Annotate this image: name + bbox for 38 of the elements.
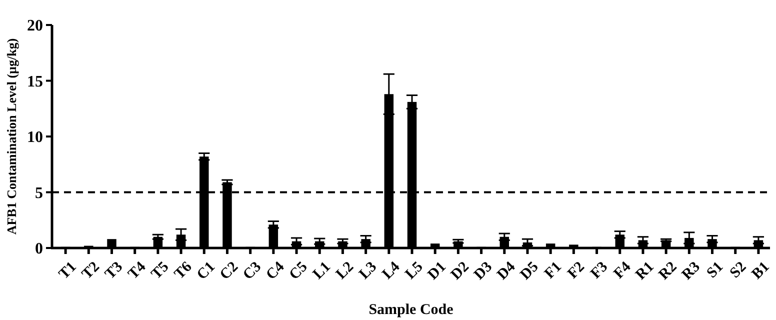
x-tick-label: L5 (402, 258, 426, 283)
x-axis-title: Sample Code (368, 302, 454, 318)
x-tick-label: C4 (263, 258, 288, 284)
x-tick-label: T1 (56, 258, 80, 283)
y-tick-label: 20 (27, 18, 43, 35)
x-tick-label: C1 (194, 258, 218, 284)
x-tick-label: F3 (588, 258, 612, 282)
y-tick-label: 10 (27, 129, 43, 146)
x-tick-label: D5 (517, 258, 542, 284)
y-tick-label: 0 (35, 240, 43, 258)
x-tick-label: L1 (310, 258, 334, 283)
x-tick-label: D1 (425, 258, 450, 284)
x-tick-label: L3 (356, 258, 380, 283)
y-tick-label: 15 (27, 73, 43, 90)
x-tick-label: D3 (471, 258, 496, 284)
x-tick-label: S2 (727, 258, 750, 282)
x-tick-label: T4 (125, 258, 150, 283)
x-tick-label: B1 (749, 258, 773, 283)
x-tick-label: R1 (632, 258, 658, 284)
x-tick-label: R2 (656, 258, 680, 284)
x-tick-label: D4 (494, 258, 519, 284)
x-tick-label: F2 (564, 258, 588, 282)
x-tick-label: S1 (704, 258, 727, 282)
x-tick-label: T6 (172, 258, 196, 283)
x-tick-label: F1 (542, 258, 565, 282)
x-tick-label: C5 (286, 258, 311, 284)
x-tick-label: C3 (240, 258, 265, 284)
x-tick-label: T3 (102, 258, 126, 283)
x-tick-label: D2 (448, 258, 472, 284)
x-tick-label: T5 (148, 258, 172, 283)
x-tick-label: T2 (79, 258, 103, 283)
x-tick-label: F4 (611, 258, 634, 282)
x-tick-label: R3 (679, 258, 704, 284)
x-tick-label: L4 (379, 258, 404, 283)
x-tick-label: C2 (217, 258, 242, 284)
x-tick-label: L2 (333, 258, 357, 283)
y-axis-title: AFB1 Contamination Level (µg/kg) (4, 38, 19, 235)
y-tick-label: 5 (35, 184, 43, 202)
